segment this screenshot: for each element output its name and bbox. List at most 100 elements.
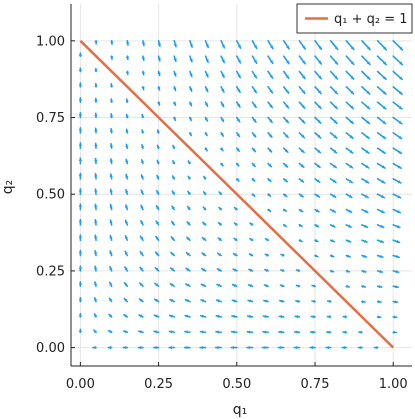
quiver-arrow-head [365, 135, 370, 139]
grid-lines [71, 4, 412, 366]
quiver-arrow-head [94, 297, 98, 302]
quiver-arrow-head [94, 143, 98, 147]
quiver-arrow-head [347, 239, 351, 243]
quiver-arrow-head [140, 205, 144, 209]
quiver-arrow-head [231, 345, 235, 350]
quiver-arrow-head [94, 219, 98, 223]
quiver-arrow-head [283, 193, 287, 197]
quiver-arrow-head [109, 99, 114, 102]
quiver-arrow-head [78, 173, 83, 177]
quiver-arrow-head [263, 299, 267, 303]
x-tick-label: 1.00 [379, 377, 408, 392]
quiver-arrow-head [267, 178, 271, 182]
quiver-arrow-head [141, 144, 145, 148]
quiver-arrow-head [279, 314, 283, 319]
quiver-arrow-head [286, 45, 290, 49]
quiver-arrow-head [236, 133, 240, 137]
quiver-arrow-head [362, 284, 366, 289]
quiver-arrow-head [173, 87, 177, 91]
quiver-arrow-head [172, 117, 176, 121]
quiver-arrow-head [189, 73, 193, 77]
quiver-arrow-head [231, 314, 235, 319]
quiver-arrow-head [78, 204, 83, 207]
quiver-arrow-head [220, 118, 224, 122]
quiver-arrow-head [247, 314, 251, 319]
quiver-arrow-head [253, 89, 257, 93]
quiver-arrow-head [204, 117, 208, 121]
quiver-arrow-head [94, 173, 98, 177]
quiver-arrow-head [205, 73, 209, 77]
quiver-arrow-head [300, 179, 304, 183]
quiver-arrow-head [331, 239, 335, 243]
quiver-arrow-head [317, 149, 321, 153]
quiver-arrow-head [157, 43, 161, 47]
quiver-arrow-head [249, 238, 254, 242]
quiver-arrow-head [374, 345, 378, 350]
quiver-arrow-head [284, 134, 289, 138]
quiver-arrow-head [94, 313, 98, 318]
quiver-arrow-head [94, 128, 98, 132]
quiver-arrow-head [265, 238, 269, 242]
quiver-arrow-head [381, 194, 385, 198]
quiver-arrow-head [379, 254, 383, 259]
quiver-arrow-head [333, 105, 338, 109]
quiver-arrow-head [93, 266, 98, 270]
quiver-arrow-head [395, 284, 399, 289]
quiver-arrow-head [263, 330, 266, 334]
quiver-arrow-head [185, 314, 189, 318]
quiver-arrow-head [334, 46, 338, 50]
quiver-arrow-head [393, 330, 397, 334]
quiver-arrow-head [302, 45, 306, 50]
quiver-arrow-head [140, 236, 144, 240]
quiver-arrow-head [78, 313, 83, 317]
quiver-arrow-head [124, 266, 128, 271]
quiver-arrow-head [109, 314, 113, 318]
quiver-arrow-head [157, 86, 161, 90]
quiver-arrow-head [125, 189, 129, 193]
quiver-arrow-head [173, 72, 177, 76]
quiver-arrow-head [155, 236, 159, 240]
quiver-arrow-head [269, 74, 273, 79]
quiver-arrow-head [78, 158, 83, 161]
quiver-arrow-head [366, 46, 371, 50]
quiver-arrow-head [125, 56, 130, 60]
quiver-arrow-head [141, 71, 145, 75]
quiver-arrow-head [187, 191, 191, 195]
quiver-arrow-head [78, 297, 83, 301]
quiver-arrow-head [124, 251, 128, 255]
quiver-arrow-head [235, 162, 239, 166]
vector-field [78, 40, 404, 350]
quiver-arrow-head [94, 204, 98, 208]
quiver-arrow-head [184, 330, 188, 334]
quiver-arrow-head [109, 158, 114, 162]
tick-labels: 0.00 0.25 0.50 0.75 1.00 0.00 0.25 0.50 0.75 1.00 [36, 34, 408, 392]
quiver-arrow-head [251, 163, 256, 167]
quiver-arrow-head [94, 189, 98, 192]
quiver-arrow-head [381, 180, 385, 184]
quiver-arrow-head [248, 299, 252, 303]
quiver-arrow-head [310, 330, 314, 334]
quiver-arrow-head [140, 174, 145, 179]
quiver-arrow-head [342, 345, 346, 350]
quiver-arrow-head [299, 193, 304, 197]
quiver-arrow-head [154, 314, 158, 318]
quiver-arrow-head [301, 119, 305, 123]
quiver-arrow-head [394, 300, 398, 304]
quiver-arrow-head [93, 250, 98, 254]
quiver-arrow-head [220, 132, 224, 137]
quiver-arrow-head [219, 207, 223, 211]
quiver-arrow-head [383, 46, 387, 50]
quiver-arrow-head [298, 223, 303, 227]
quiver-arrow-head [399, 46, 403, 50]
quiver-arrow-head [317, 119, 321, 124]
quiver-arrow-head [253, 74, 257, 78]
quiver-arrow-head [141, 114, 145, 118]
quiver-arrow-head [314, 238, 318, 242]
quiver-arrow-head [218, 222, 222, 226]
quiver-arrow-head [125, 205, 129, 209]
quiver-arrow-head [171, 221, 175, 225]
quiver-arrow-head [311, 315, 315, 319]
quiver-arrow-head [326, 330, 330, 334]
quiver-arrow-head [155, 267, 159, 271]
quiver-arrow-head [295, 315, 299, 319]
